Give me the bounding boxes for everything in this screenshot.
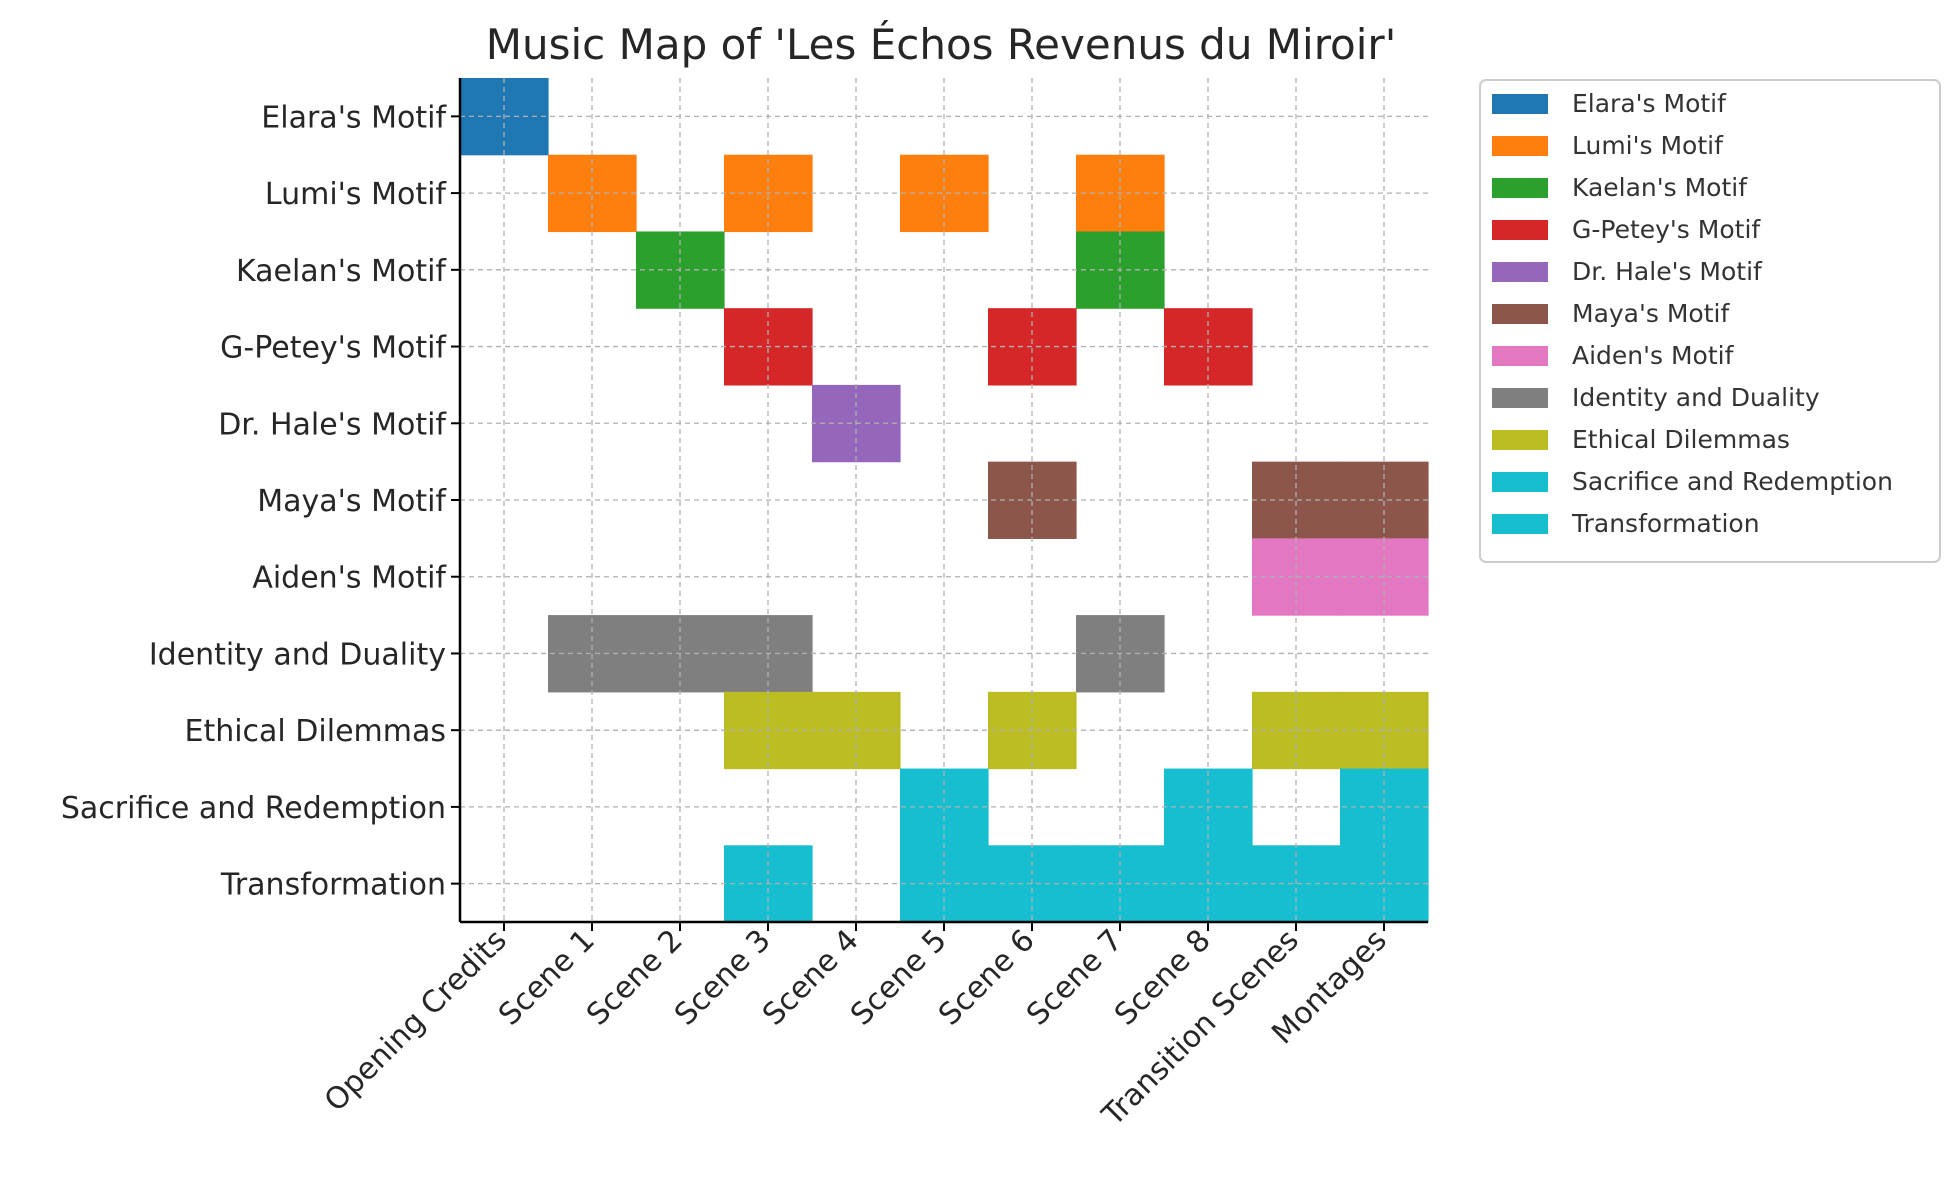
chart-title: Music Map of 'Les Échos Revenus du Miroi… xyxy=(486,19,1397,69)
x-tick-label: Scene 4 xyxy=(756,923,866,1033)
legend-swatch xyxy=(1492,304,1548,324)
x-tick-label: Scene 1 xyxy=(492,923,602,1033)
y-tick-label: Elara's Motif xyxy=(261,100,447,135)
legend-swatch xyxy=(1492,178,1548,198)
y-tick-label: Identity and Duality xyxy=(149,637,446,672)
y-tick-label: Aiden's Motif xyxy=(252,561,447,596)
x-tick-label: Scene 3 xyxy=(668,923,778,1033)
legend-label: Kaelan's Motif xyxy=(1572,173,1748,202)
legend-swatch xyxy=(1492,430,1548,450)
legend-swatch xyxy=(1492,136,1548,156)
y-tick-label: Dr. Hale's Motif xyxy=(218,407,447,442)
axes-layer: Elara's Motif Lumi's Motif Kaelan's Motif G… xyxy=(61,78,1428,1133)
legend-label: Sacrifice and Redemption xyxy=(1572,467,1893,496)
x-tick-label: Scene 6 xyxy=(932,923,1042,1033)
legend-label: Maya's Motif xyxy=(1572,299,1730,328)
legend-swatch xyxy=(1492,514,1548,534)
legend-swatch xyxy=(1492,220,1548,240)
legend-label: Ethical Dilemmas xyxy=(1572,425,1790,454)
y-tick-label: Maya's Motif xyxy=(257,484,447,519)
legend-label: Aiden's Motif xyxy=(1572,341,1735,370)
legend: Elara's Motif Lumi's Motif Kaelan's Motif G… xyxy=(1479,79,1941,563)
y-tick-label: G-Petey's Motif xyxy=(220,331,447,366)
y-tick-label: Lumi's Motif xyxy=(265,177,448,212)
x-tick-label: Opening Credits xyxy=(318,923,514,1119)
y-tick-label: Ethical Dilemmas xyxy=(184,714,446,749)
legend-swatch xyxy=(1492,94,1548,114)
legend-label: Elara's Motif xyxy=(1572,89,1727,118)
legend-label: G-Petey's Motif xyxy=(1572,215,1761,244)
legend-swatch xyxy=(1492,388,1548,408)
legend-swatch xyxy=(1492,346,1548,366)
grid-layer xyxy=(460,78,1428,922)
y-tick-label: Kaelan's Motif xyxy=(236,254,447,289)
legend-label: Lumi's Motif xyxy=(1572,131,1724,160)
legend-swatch xyxy=(1492,472,1548,492)
y-tick-label: Transformation xyxy=(220,868,446,903)
y-tick-label: Sacrifice and Redemption xyxy=(61,791,446,826)
legend-frame xyxy=(1479,79,1941,563)
x-tick-label: Scene 5 xyxy=(844,923,954,1033)
x-tick-label: Scene 2 xyxy=(580,923,690,1033)
x-tick-label: Scene 7 xyxy=(1020,923,1130,1033)
legend-label: Dr. Hale's Motif xyxy=(1572,257,1763,286)
legend-swatch xyxy=(1492,262,1548,282)
legend-label: Transformation xyxy=(1571,509,1760,538)
legend-label: Identity and Duality xyxy=(1572,383,1820,412)
